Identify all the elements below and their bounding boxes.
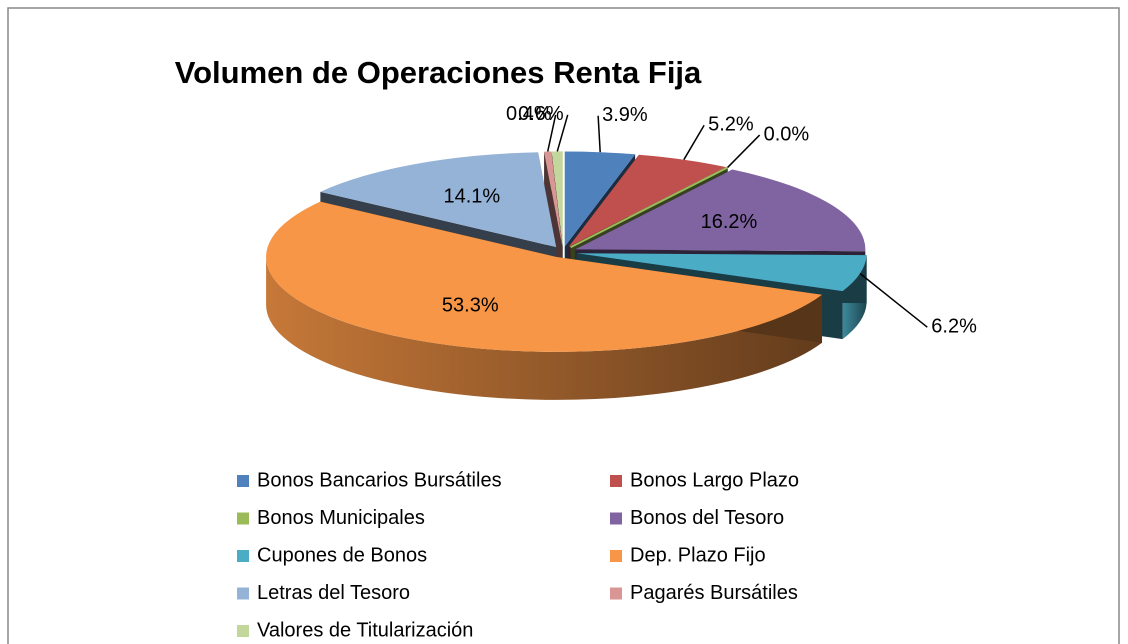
- legend-label: Pagarés Bursátiles: [630, 582, 798, 604]
- data-label: 0.6%: [518, 103, 564, 125]
- legend-label: Bonos Bancarios Bursátiles: [257, 469, 502, 491]
- slice: [266, 201, 823, 352]
- leader-line: [859, 272, 928, 328]
- leader-line: [727, 134, 761, 168]
- legend-label: Letras del Tesoro: [257, 582, 410, 604]
- legend-label: Bonos Largo Plazo: [630, 469, 799, 491]
- legend-label: Bonos del Tesoro: [630, 507, 784, 529]
- slice: [568, 154, 726, 247]
- legend-swatch: [610, 475, 622, 487]
- legend-swatch: [237, 587, 249, 600]
- leader-line: [597, 115, 601, 153]
- slice: [576, 253, 867, 292]
- leader-line: [683, 124, 705, 161]
- slice-group: [266, 201, 823, 400]
- slice: [570, 166, 729, 249]
- leader-line: [546, 114, 557, 152]
- data-label: 0.0%: [764, 123, 810, 145]
- data-label: 6.2%: [931, 315, 977, 337]
- data-label: 0.4%: [506, 103, 552, 125]
- legend-label: Cupones de Bonos: [257, 544, 427, 566]
- legend-swatch: [237, 512, 249, 525]
- slice: [551, 151, 563, 247]
- legend-swatch: [610, 587, 622, 600]
- data-label: 53.3%: [442, 295, 499, 317]
- slice-side: [266, 256, 823, 400]
- slice: [544, 151, 563, 247]
- legend-label: Valores de Titularización: [257, 619, 473, 641]
- chart-title: Volumen de Operaciones Renta Fija: [175, 55, 702, 90]
- data-label: 14.1%: [443, 186, 500, 208]
- legend-swatch: [610, 550, 622, 562]
- legend-swatch: [237, 625, 249, 637]
- slice: [320, 152, 557, 248]
- data-label: 16.2%: [701, 211, 758, 233]
- legend-swatch: [237, 550, 249, 562]
- slice: [564, 151, 636, 247]
- legend-swatch: [237, 475, 249, 487]
- legend-label: Dep. Plazo Fijo: [630, 544, 766, 566]
- slice: [575, 169, 866, 252]
- legend-swatch: [610, 512, 622, 525]
- data-label: 5.2%: [708, 114, 754, 136]
- data-label: 3.9%: [602, 104, 648, 126]
- legend-label: Bonos Municipales: [257, 507, 425, 529]
- leader-line: [556, 114, 569, 152]
